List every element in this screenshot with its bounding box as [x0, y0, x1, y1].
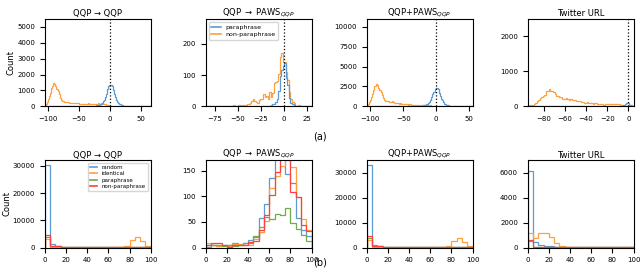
Title: QQP+PAWS$_{QQP}$: QQP+PAWS$_{QQP}$: [387, 6, 452, 19]
Title: Twitter URL: Twitter URL: [557, 150, 604, 160]
Title: QQP+PAWS$_{QQP}$: QQP+PAWS$_{QQP}$: [387, 147, 452, 160]
Title: QQP → QQP: QQP → QQP: [73, 9, 122, 18]
Y-axis label: Count: Count: [2, 191, 11, 217]
Legend: random, identical, paraphrase, non-paraphrase: random, identical, paraphrase, non-parap…: [88, 163, 148, 191]
Text: (b): (b): [313, 258, 327, 268]
Legend: paraphrase, non-paraphrase: paraphrase, non-paraphrase: [209, 22, 278, 40]
Title: Twitter URL: Twitter URL: [557, 9, 604, 18]
Title: QQP → QQP: QQP → QQP: [73, 150, 122, 160]
Text: (a): (a): [313, 132, 327, 142]
Title: QQP $\rightarrow$ PAWS$_{QQP}$: QQP $\rightarrow$ PAWS$_{QQP}$: [222, 6, 295, 19]
Y-axis label: Count: Count: [6, 50, 16, 75]
Title: QQP $\rightarrow$ PAWS$_{QQP}$: QQP $\rightarrow$ PAWS$_{QQP}$: [222, 147, 295, 160]
